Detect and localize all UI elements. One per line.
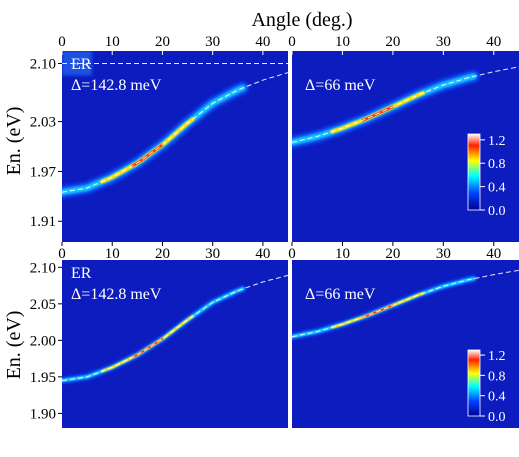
x-tick-label: 40: [255, 246, 270, 262]
panel-bottom-right: 0 10 20 30 40 Δ=66 meV 1.2 0.8 0.4 0.0: [288, 246, 519, 428]
x-tick-label: 30: [436, 34, 451, 50]
x-tick-label: 10: [105, 34, 120, 50]
panel-label-delta: Δ=142.8 meV: [71, 286, 162, 303]
colorbar-tick-label: 0.0: [488, 204, 506, 219]
colorbar: [467, 133, 481, 211]
y-tick-label: 2.10: [30, 56, 56, 72]
x-tick-label: 40: [486, 246, 501, 262]
y-tick-label: 1.91: [30, 214, 56, 230]
y-axis-title-top: En. (eV): [3, 107, 25, 176]
panel-label-delta: Δ=142.8 meV: [71, 77, 162, 94]
panel-label-er: ER: [71, 265, 92, 282]
colorbar-tick-label: 0.4: [488, 181, 506, 196]
panel-label-delta: Δ=66 meV: [305, 77, 376, 94]
y-axis-title-bottom: En. (eV): [3, 311, 25, 380]
x-tick-label: 40: [486, 34, 501, 50]
dispersion-dashed-curve: [62, 72, 288, 193]
plot-background: [62, 51, 288, 242]
panel-top-left: 0 10 20 30 40 1.91 1.97 2.03 2.10 ER Δ=142.8 meV: [30, 34, 288, 246]
x-tick-label: 20: [155, 34, 170, 50]
x-tick-label: 20: [385, 34, 400, 50]
y-tick-label: 1.97: [30, 164, 57, 180]
colorbar-tick-label: 0.8: [488, 157, 506, 172]
plot-background: [62, 260, 288, 428]
x-tick-label: 40: [255, 34, 270, 50]
y-tick-label: 2.00: [30, 333, 56, 349]
dispersion-dashed-curve: [292, 66, 519, 143]
x-tick-label: 10: [105, 246, 120, 262]
x-tick-label: 0: [288, 34, 296, 50]
y-tick-label: 1.95: [30, 370, 56, 386]
y-tick-label: 2.10: [30, 260, 56, 276]
panel-label-er: ER: [71, 56, 92, 73]
x-tick-label: 0: [58, 34, 66, 50]
panel-top-right: 0 10 20 30 40 Δ=66 meV 1.2 0.8 0.4 0.0: [288, 34, 519, 246]
colorbar-tick-label: 1.2: [488, 134, 506, 149]
colorbar-tick-label: 0.8: [488, 369, 506, 384]
x-tick-label: 30: [205, 246, 220, 262]
y-tick-label: 1.90: [30, 406, 56, 422]
panel-label-delta: Δ=66 meV: [305, 286, 376, 303]
y-tick-label: 2.03: [30, 115, 56, 131]
panel-bottom-left: 0 10 20 30 40 1.90 1.95 2.00 2.05 2.10 ER Δ=142.8 m…: [30, 246, 288, 428]
x-tick-label: 10: [335, 34, 350, 50]
x-tick-label: 20: [155, 246, 170, 262]
x-tick-label: 0: [58, 246, 66, 262]
colorbar-tick-label: 0.0: [488, 410, 506, 425]
x-tick-label: 10: [335, 246, 350, 262]
colorbar-tick-label: 1.2: [488, 349, 506, 364]
top-axis-title: Angle (deg.): [251, 9, 352, 31]
colorbar-tick-label: 0.4: [488, 390, 506, 405]
plot-background: [292, 260, 519, 428]
colorbar: [467, 349, 481, 417]
x-tick-label: 30: [205, 34, 220, 50]
x-tick-label: 20: [385, 246, 400, 262]
y-tick-label: 2.05: [30, 297, 56, 313]
x-tick-label: 30: [436, 246, 451, 262]
x-tick-label: 0: [288, 246, 296, 262]
